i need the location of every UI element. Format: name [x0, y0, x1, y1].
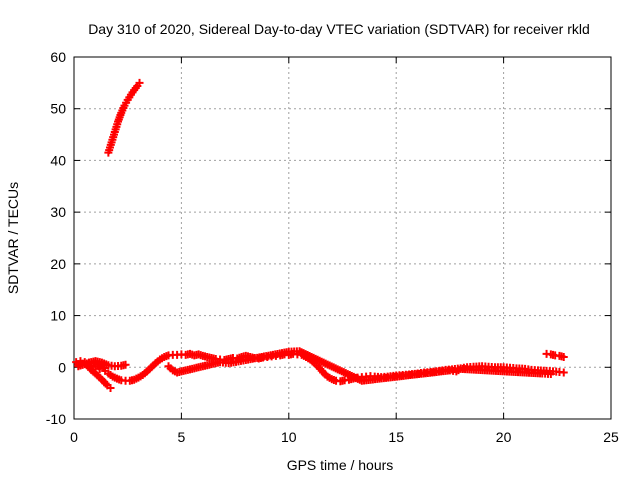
x-tick-label: 5: [178, 429, 186, 445]
x-tick-label: 25: [603, 429, 619, 445]
y-tick-label: 60: [50, 49, 66, 65]
y-tick-labels: -10 0 10 20 30 40 50 60: [46, 49, 66, 427]
y-axis-label: SDTVAR / TECUs: [5, 182, 21, 294]
x-tick-label: 0: [70, 429, 78, 445]
x-tick-labels: 0 5 10 15 20 25: [70, 429, 619, 445]
y-tick-label: -10: [46, 411, 66, 427]
data-point: [559, 368, 568, 377]
y-tick-label: 20: [50, 256, 66, 272]
y-tick-label: 30: [50, 204, 66, 220]
x-axis-label: GPS time / hours: [287, 457, 394, 473]
x-tick-label: 20: [496, 429, 512, 445]
plot-frame: [73, 56, 612, 420]
chart-title: Day 310 of 2020, Sidereal Day-to-day VTE…: [88, 21, 590, 37]
data-point: [135, 78, 144, 87]
data-points: [72, 78, 568, 392]
y-tick-label: 50: [50, 101, 66, 117]
x-tick-label: 10: [281, 429, 297, 445]
y-tick-label: 10: [50, 308, 66, 324]
y-tick-label: 40: [50, 152, 66, 168]
data-point: [559, 352, 568, 361]
y-tick-label: 0: [58, 359, 66, 375]
data-point: [121, 360, 130, 369]
data-point: [106, 383, 115, 392]
axis-ticks: [73, 56, 612, 420]
x-tick-label: 15: [388, 429, 404, 445]
data-point: [546, 370, 555, 379]
